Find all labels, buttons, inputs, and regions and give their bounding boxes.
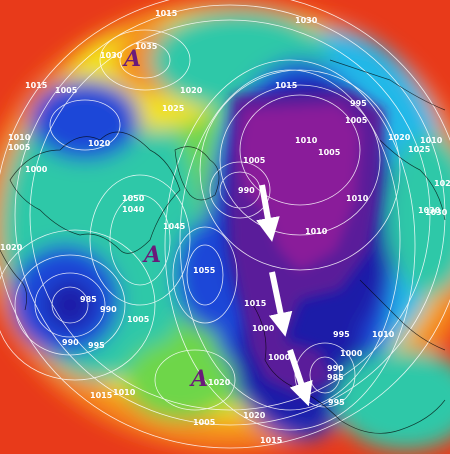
- arrow-down-right-3: [287, 349, 313, 407]
- trough-arrows: [256, 184, 313, 407]
- isobar-label: 995: [333, 330, 350, 339]
- isobar-label: 1030: [295, 16, 318, 25]
- isobar-label: 1020: [0, 243, 23, 252]
- high-marker: A: [189, 366, 208, 392]
- isobar-label: 1020: [180, 86, 203, 95]
- isobar-label: 995: [350, 99, 367, 108]
- coastlines: [0, 59, 446, 434]
- isobar-label: 990: [327, 364, 344, 373]
- isobar-label: 1030: [100, 51, 123, 60]
- isobar-label: 1020: [388, 133, 411, 142]
- isobar-label: 1000: [252, 324, 275, 333]
- isobar-label: 1025: [408, 145, 431, 154]
- isobar-label: 1000: [340, 349, 363, 358]
- arrow-down-1: [256, 184, 280, 242]
- isobar-label: 1000: [268, 353, 291, 362]
- high-marker: A: [142, 242, 161, 268]
- isobar-label: 995: [88, 341, 105, 350]
- isobar-label: 990: [100, 305, 117, 314]
- isobar-label: 1010: [420, 136, 443, 145]
- isobar-label: 1010: [346, 194, 369, 203]
- isobar-label: 1050: [122, 194, 145, 203]
- isobar-label: 1030: [418, 206, 441, 215]
- isobar-label: 1020: [243, 411, 266, 420]
- isobar-label: 1025: [162, 104, 185, 113]
- isobar-label: 1055: [193, 266, 216, 275]
- isobar-label: 1015: [90, 391, 113, 400]
- isobar-label: 1030: [425, 208, 448, 217]
- isobar-label: 1010: [113, 388, 136, 397]
- isobar-label: 1040: [122, 205, 145, 214]
- isobar-label: 1005: [55, 86, 78, 95]
- isobar-label: 1015: [275, 81, 298, 90]
- isobar-label: 1010: [8, 133, 31, 142]
- isobar-label: 985: [327, 373, 344, 382]
- isobar-label: 1015: [25, 81, 48, 90]
- isobar-label: 990: [62, 338, 79, 347]
- isobar-label: 1015: [260, 436, 283, 445]
- isobar-label: 1010: [295, 136, 318, 145]
- isobar-label: 995: [328, 398, 345, 407]
- isobar-label: 1035: [135, 42, 158, 51]
- isobar-label: 1005: [318, 148, 341, 157]
- isobar-label: 1020: [434, 179, 450, 188]
- isobar-label: 1005: [8, 143, 31, 152]
- isobar-label: 1010: [305, 227, 328, 236]
- isobar-labels: 1015 1030 1035 1030 1015 1005 1025 1020 …: [0, 9, 450, 445]
- high-marker: A: [122, 46, 141, 72]
- isobar-label: 1005: [345, 116, 368, 125]
- arrow-down-2: [268, 271, 293, 337]
- isobar-label: 1020: [208, 378, 231, 387]
- isobar-label: 1005: [127, 315, 150, 324]
- isobar-label: 1000: [25, 165, 48, 174]
- isobar-label: 985: [80, 295, 97, 304]
- isobar-label: 1005: [193, 418, 216, 427]
- isobar-label: 990: [238, 186, 255, 195]
- high-pressure-markers: A A A: [122, 46, 208, 392]
- isobar-label: 1020: [88, 139, 111, 148]
- isobar-label: 1045: [163, 222, 186, 231]
- isobar-label: 1010: [372, 330, 395, 339]
- isobar-label: 1015: [155, 9, 178, 18]
- isobar-label: 1015: [244, 299, 267, 308]
- isobar-label: 1005: [243, 156, 266, 165]
